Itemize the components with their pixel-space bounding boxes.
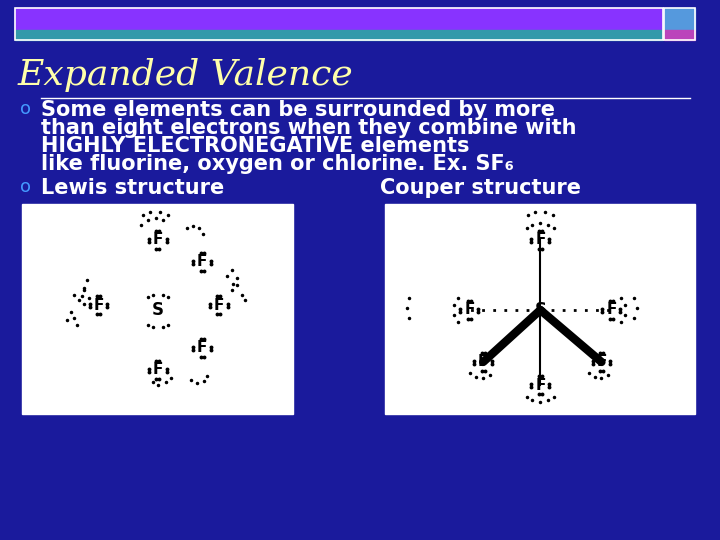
Text: F: F [153,362,163,377]
Text: F: F [535,377,546,393]
Text: Some elements can be surrounded by more: Some elements can be surrounded by more [42,100,555,120]
Text: F: F [153,233,163,247]
Text: S: S [152,301,163,319]
Text: F: F [535,233,546,247]
Bar [22,204,293,414]
Text: o: o [19,178,31,196]
Text: Lewis structure: Lewis structure [42,178,225,198]
Text: F: F [214,298,224,313]
Bar [15,8,662,40]
Text: like fluorine, oxygen or chlorine. Ex. SF₆: like fluorine, oxygen or chlorine. Ex. S… [42,154,514,174]
Text: Couper structure: Couper structure [379,178,580,198]
Text: HIGHLY ELECTRONEGATIVE elements: HIGHLY ELECTRONEGATIVE elements [42,136,470,156]
Text: S: S [534,301,546,319]
Text: F: F [606,302,616,318]
Text: F: F [197,254,207,269]
Bar [15,30,662,40]
Bar [664,8,695,30]
Text: o: o [19,100,31,118]
Bar [384,204,695,414]
Text: F: F [94,298,104,313]
Text: F: F [464,302,474,318]
Bar [15,8,662,30]
Text: F: F [596,354,607,369]
Bar [664,30,695,40]
Bar [664,8,695,40]
Text: F: F [478,354,488,369]
Text: than eight electrons when they combine with: than eight electrons when they combine w… [42,118,577,138]
Text: Expanded Valence: Expanded Valence [18,58,354,92]
Text: F: F [197,341,207,355]
